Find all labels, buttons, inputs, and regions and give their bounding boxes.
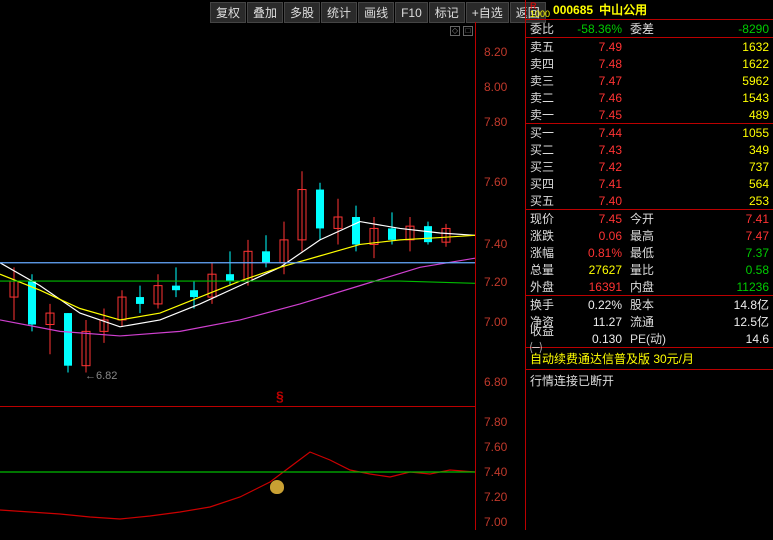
tb-duogu[interactable]: 多股: [284, 2, 320, 23]
s-marker-icon: §: [276, 388, 284, 404]
y-axis: 8.20 8.00 7.80 7.60 7.40 7.20 7.00 6.80 7.80 7.60…: [475, 22, 525, 530]
toolbar: 复权 叠加 多股 统计 画线 F10 标记 +自选 返回: [210, 2, 546, 23]
sell-row: 卖五7.491632: [526, 38, 773, 55]
sell-row: 卖一7.45489: [526, 106, 773, 123]
connection-status: 行情连接已断开: [526, 370, 773, 391]
y-tick: 7.40: [484, 237, 507, 251]
y-tick: 7.00: [484, 515, 507, 529]
quote-row: 外盘16391内盘11236: [526, 278, 773, 295]
stat-row: 换手0.22%股本14.8亿: [526, 296, 773, 313]
stock-header: R1000 000685 中山公用: [526, 0, 773, 20]
buy-row: 买五7.40253: [526, 192, 773, 209]
tb-zixuan[interactable]: +自选: [466, 2, 509, 23]
quote-panel: R1000 000685 中山公用 委比 -58.36% 委差 -8290 卖五…: [525, 0, 773, 530]
y-tick: 7.80: [484, 415, 507, 429]
promo-banner[interactable]: 自动续费通达信普及版 30元/月: [526, 347, 773, 370]
stat-row: 收益㈠0.130PE(动)14.6: [526, 330, 773, 347]
quote-row: 总量27627量比0.58: [526, 261, 773, 278]
quote-row: 现价7.45今开7.41: [526, 210, 773, 227]
r-badge: R1000: [530, 2, 550, 18]
indicator-svg: [0, 410, 475, 540]
buy-row: 买一7.441055: [526, 124, 773, 141]
sell-row: 卖三7.475962: [526, 72, 773, 89]
quote-row: 涨跌0.06最高7.47: [526, 227, 773, 244]
y-tick: 7.80: [484, 115, 507, 129]
tb-f10[interactable]: F10: [395, 2, 428, 23]
sell-row: 卖四7.481622: [526, 55, 773, 72]
stat-row: 净资11.27流通12.5亿: [526, 313, 773, 330]
buy-row: 买三7.42737: [526, 158, 773, 175]
low-price-marker: ←6.82: [85, 370, 117, 382]
stock-code: 000685: [553, 3, 593, 17]
y-tick: 7.20: [484, 275, 507, 289]
candlestick-svg: [0, 22, 475, 410]
y-tick: 8.20: [484, 45, 507, 59]
y-tick: 7.60: [484, 440, 507, 454]
y-tick: 7.60: [484, 175, 507, 189]
y-tick: 7.20: [484, 490, 507, 504]
y-tick: 7.40: [484, 465, 507, 479]
buy-row: 买二7.43349: [526, 141, 773, 158]
tb-fuquan[interactable]: 复权: [210, 2, 246, 23]
sell-row: 卖二7.461543: [526, 89, 773, 106]
quote-row: 涨幅0.81%最低7.37: [526, 244, 773, 261]
main-chart[interactable]: ←6.82 §: [0, 22, 475, 530]
y-tick: 6.80: [484, 375, 507, 389]
tb-tongji[interactable]: 统计: [321, 2, 357, 23]
tb-diejia[interactable]: 叠加: [247, 2, 283, 23]
stock-name: 中山公用: [599, 1, 647, 18]
buy-row: 买四7.41564: [526, 175, 773, 192]
tb-huaxian[interactable]: 画线: [358, 2, 394, 23]
tb-biaoji[interactable]: 标记: [429, 2, 465, 23]
y-tick: 8.00: [484, 80, 507, 94]
y-tick: 7.00: [484, 315, 507, 329]
weibi-row: 委比 -58.36% 委差 -8290: [526, 20, 773, 37]
moneybag-icon: [270, 480, 284, 494]
